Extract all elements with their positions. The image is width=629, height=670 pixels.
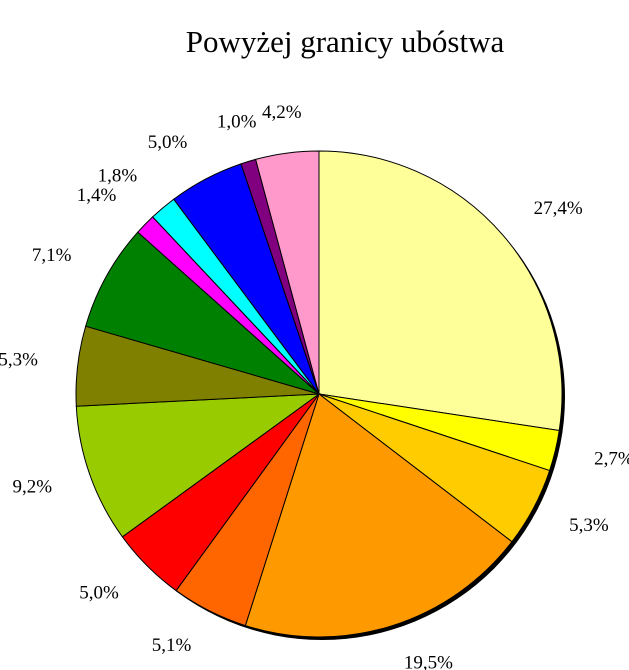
slice-label: 1,8% (98, 165, 138, 186)
slice-label: 7,1% (32, 245, 72, 266)
slice-label: 5,3% (569, 515, 609, 536)
slice-label: 19,5% (404, 652, 453, 670)
pie-slice (244, 393, 513, 638)
slice-label: 9,2% (13, 477, 53, 498)
slice-label: 5,0% (79, 582, 119, 603)
slice-label: 2,7% (594, 448, 629, 469)
pie-slice (318, 150, 563, 432)
slice-label: 1,4% (77, 185, 117, 206)
pie-slice (85, 231, 320, 395)
slice-label: 27,4% (534, 198, 583, 219)
slice-label: 1,0% (217, 112, 257, 133)
slice-label: 5,1% (152, 635, 192, 656)
slice-label: 4,2% (262, 102, 302, 123)
pie-slice (255, 150, 320, 395)
slice-label: 5,3% (0, 350, 38, 371)
chart-title: Powyżej granicy ubóstwa (186, 24, 505, 59)
slice-label: 5,0% (148, 132, 188, 153)
pie-slice (75, 393, 321, 538)
